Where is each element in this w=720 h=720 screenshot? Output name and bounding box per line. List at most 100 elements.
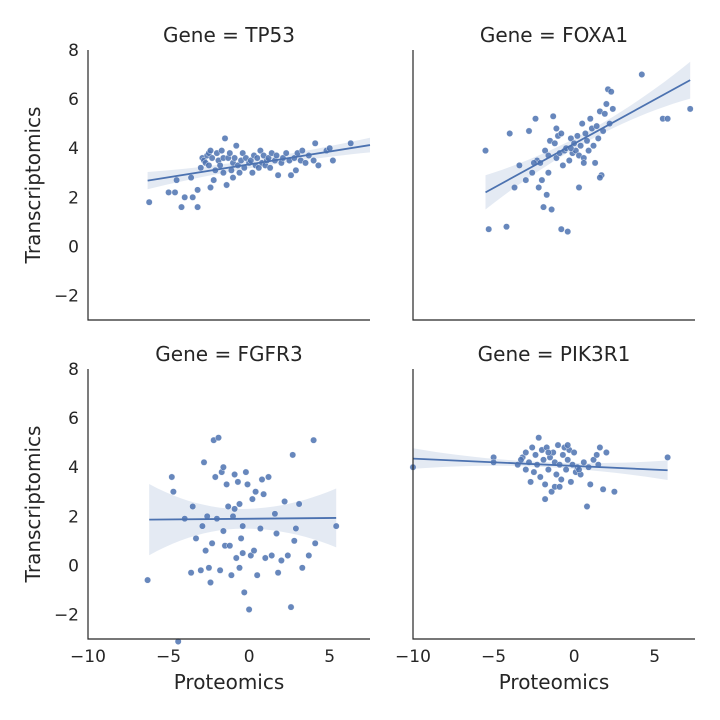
data-point: [586, 115, 594, 123]
data-point: [310, 436, 317, 444]
data-point: [545, 449, 552, 456]
data-point: [577, 142, 584, 150]
data-point: [253, 571, 261, 579]
data-point: [256, 525, 264, 532]
panel-1: Gene = FOXA1: [412, 23, 695, 321]
data-point: [535, 434, 543, 442]
data-point: [231, 154, 239, 162]
data-point: [298, 564, 306, 572]
data-point: [482, 147, 489, 155]
data-point: [274, 569, 282, 577]
y-tick-label: 2: [68, 507, 79, 527]
data-point: [609, 105, 617, 113]
data-point: [281, 498, 288, 505]
data-point: [202, 547, 210, 554]
data-point: [575, 466, 583, 473]
data-point: [239, 522, 247, 530]
data-point: [556, 483, 563, 491]
data-point: [198, 522, 206, 530]
data-point: [260, 490, 267, 498]
data-point: [277, 557, 285, 564]
data-point: [295, 500, 303, 508]
data-point: [527, 478, 534, 486]
data-point: [564, 441, 572, 449]
x-tick-label: −5: [481, 647, 506, 667]
data-point: [536, 473, 544, 481]
data-point: [168, 473, 176, 481]
regression-line: [149, 517, 337, 521]
data-point: [314, 161, 322, 169]
data-point: [229, 174, 237, 182]
data-point: [207, 579, 214, 586]
data-point: [541, 480, 549, 488]
data-point: [593, 451, 601, 459]
data-point: [511, 184, 518, 191]
data-point: [292, 525, 300, 532]
data-point: [236, 169, 243, 177]
data-point: [219, 527, 227, 535]
data-point: [223, 480, 231, 488]
data-point: [545, 169, 552, 177]
data-point: [207, 184, 214, 191]
data-point: [187, 174, 195, 182]
data-point: [311, 139, 319, 147]
panel-title: Gene = FOXA1: [480, 23, 628, 47]
data-point: [575, 184, 583, 191]
data-point: [189, 193, 197, 201]
panel-2: Gene = FGFR3 −2 0 2 4 6 8 Transcriptomics −10 −5 0…: [21, 342, 370, 694]
data-point: [545, 466, 552, 473]
data-point: [559, 451, 567, 459]
data-point: [532, 115, 539, 123]
data-point: [266, 164, 274, 172]
data-point: [240, 589, 248, 596]
y-tick-label: 8: [68, 360, 79, 380]
data-point: [232, 142, 240, 150]
data-point: [273, 530, 280, 537]
regression-line: [412, 457, 668, 472]
data-point: [216, 161, 224, 169]
data-point: [255, 164, 263, 172]
x-axis-label: Proteomics: [499, 670, 610, 694]
panel-title: Gene = PIK3R1: [478, 342, 631, 366]
data-point: [562, 466, 570, 473]
data-point: [236, 500, 243, 508]
data-point: [549, 112, 557, 120]
data-point: [305, 552, 313, 559]
y-tick-label: −2: [54, 605, 79, 625]
data-point: [565, 157, 573, 164]
y-tick-label: 0: [68, 237, 79, 257]
data-point: [174, 638, 182, 645]
data-point: [522, 176, 530, 184]
data-point: [553, 125, 560, 132]
y-tick-label: 2: [68, 188, 79, 208]
data-point: [611, 488, 618, 496]
data-point: [347, 139, 355, 147]
data-point: [578, 120, 586, 128]
data-point: [244, 480, 251, 488]
data-point: [485, 225, 493, 233]
data-point: [548, 206, 555, 213]
data-point: [548, 488, 555, 496]
data-point: [590, 456, 597, 464]
data-point: [586, 480, 594, 488]
data-point: [208, 154, 216, 162]
data-point: [268, 552, 276, 559]
data-point: [239, 149, 247, 157]
data-point: [564, 456, 572, 464]
x-tick-label: 0: [569, 647, 580, 667]
data-point: [329, 157, 337, 164]
data-point: [540, 456, 547, 464]
x-tick-label: −5: [156, 647, 181, 667]
data-point: [557, 225, 565, 233]
data-point: [298, 147, 306, 155]
data-point: [528, 444, 536, 451]
data-point: [194, 203, 202, 211]
data-point: [603, 449, 610, 456]
x-axis-label: Proteomics: [174, 670, 285, 694]
data-point: [242, 468, 250, 476]
data-point: [553, 154, 560, 162]
data-point: [638, 71, 646, 78]
data-point: [557, 476, 565, 483]
data-point: [165, 188, 173, 196]
data-point: [603, 100, 610, 108]
